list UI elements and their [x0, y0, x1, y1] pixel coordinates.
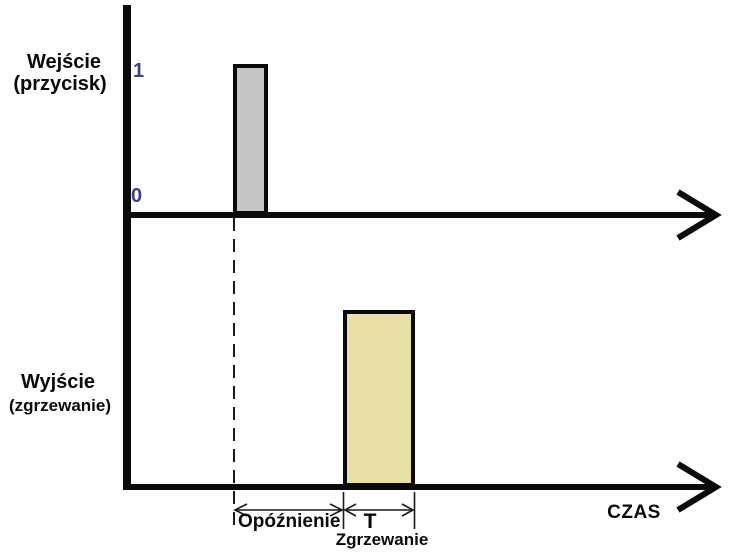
time-axis-label: CZAS: [607, 502, 661, 523]
top-x-axis-arrowhead-icon: [676, 189, 722, 241]
output-signal-sublabel: (zgrzewanie): [8, 396, 112, 415]
bottom-x-axis-arrowhead-icon: [676, 461, 722, 513]
delay-label: Opóźnienie: [238, 511, 341, 532]
delay-dimension-left-arrow-icon: [233, 503, 248, 517]
output-signal-label: Wyjście: [20, 371, 96, 393]
weld-time-symbol-label: T: [363, 510, 377, 533]
input-signal-label: Wejście: [26, 51, 102, 73]
level-low-label: 0: [131, 185, 143, 207]
weld-time-label: Zgrzewanie: [335, 530, 429, 549]
weld-time-dimension-left-arrow-icon: [343, 503, 357, 517]
level-high-label: 1: [133, 60, 145, 82]
delay-dimension-right-arrow-icon: [329, 503, 344, 517]
input-signal-sublabel: (przycisk): [13, 73, 107, 95]
output-pulse: [343, 310, 415, 487]
input-pulse: [233, 64, 268, 215]
weld-time-dimension-right-arrow-icon: [401, 503, 415, 517]
